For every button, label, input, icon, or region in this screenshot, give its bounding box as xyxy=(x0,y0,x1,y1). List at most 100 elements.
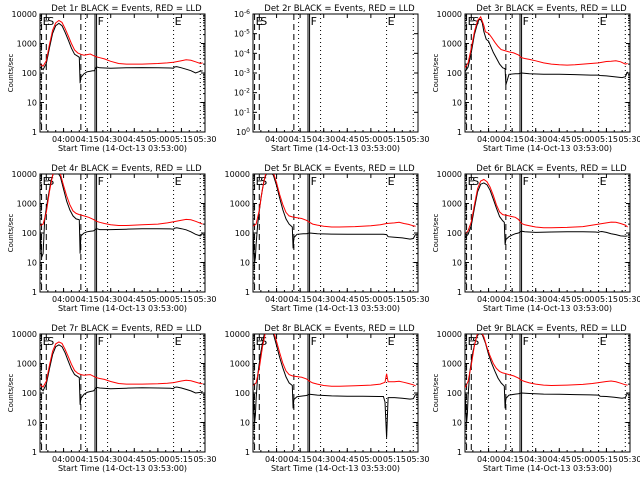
x-tick-label: 04:15 xyxy=(501,135,524,144)
x-tick-label: 04:45 xyxy=(336,455,359,464)
x-tick-label: 05:00 xyxy=(359,135,382,144)
marker-label: S xyxy=(472,175,479,188)
lld-line xyxy=(465,334,628,389)
marker-label: E xyxy=(256,15,263,28)
x-tick-label: 05:30 xyxy=(406,455,429,464)
marker-label: E xyxy=(600,335,607,348)
x-tick-label: 04:15 xyxy=(289,455,312,464)
x-axis-label: Start Time (14-Oct-13 03:53:00) xyxy=(271,304,400,313)
marker-label: E xyxy=(468,335,475,348)
y-tick-label: 1000 xyxy=(17,40,37,49)
y-axis-label: Counts/sec xyxy=(7,374,15,413)
lld-line xyxy=(40,174,203,226)
y-axis-label: Counts/sec xyxy=(432,54,440,93)
y-tick-label: 1000 xyxy=(17,200,37,209)
marker-label: S xyxy=(472,15,479,28)
y-tick-label: 1 xyxy=(32,288,37,297)
marker-label: F xyxy=(523,335,529,348)
x-axis-label: Start Time (14-Oct-13 03:53:00) xyxy=(58,464,187,473)
marker-label: E xyxy=(600,175,607,188)
x-tick-label: 05:15 xyxy=(170,135,193,144)
y-tick-label: 10 xyxy=(27,99,37,108)
x-tick-label: 04:00 xyxy=(52,135,75,144)
x-tick-label: 05:15 xyxy=(170,295,193,304)
y-tick-label: 100 xyxy=(235,389,250,398)
marker-label: E xyxy=(175,15,182,28)
y-tick-label: 10 xyxy=(240,259,250,268)
lld-line xyxy=(40,19,203,67)
y-tick-label: 10-3 xyxy=(234,68,250,78)
y-tick-label: 10 xyxy=(452,419,462,428)
y-tick-label: 1 xyxy=(457,288,462,297)
x-tick-label: 04:45 xyxy=(123,455,146,464)
x-tick-label: 04:00 xyxy=(477,135,500,144)
x-tick-label: 04:30 xyxy=(99,455,122,464)
x-tick-label: 04:30 xyxy=(312,135,335,144)
panel-title: Det 8r BLACK = Events, RED = LLD xyxy=(264,324,415,334)
lld-line xyxy=(253,334,416,387)
x-tick-label: 04:00 xyxy=(265,295,288,304)
panel-title: Det 9r BLACK = Events, RED = LLD xyxy=(476,324,627,334)
y-tick-label: 10-4 xyxy=(234,48,250,58)
lld-line xyxy=(465,15,628,69)
x-tick-label: 05:30 xyxy=(406,295,429,304)
marker-label: E xyxy=(256,175,263,188)
marker-label: F xyxy=(523,175,529,188)
panel-title: Det 2r BLACK = Events, RED = LLD xyxy=(264,4,415,14)
x-tick-label: 04:15 xyxy=(501,455,524,464)
x-tick-label: 04:15 xyxy=(501,295,524,304)
panel-title: Det 5r BLACK = Events, RED = LLD xyxy=(264,164,415,174)
y-tick-label: 1 xyxy=(32,128,37,137)
y-axis-label: Counts/sec xyxy=(7,54,15,93)
y-tick-label: 100 xyxy=(447,389,462,398)
marker-label: F xyxy=(311,15,317,28)
y-tick-label: 10000 xyxy=(225,170,250,179)
events-line xyxy=(465,182,628,245)
x-axis-label: Start Time (14-Oct-13 03:53:00) xyxy=(271,144,400,153)
x-tick-label: 04:00 xyxy=(265,455,288,464)
marker-label: E xyxy=(388,15,395,28)
x-tick-label: 04:45 xyxy=(548,135,571,144)
x-axis-label: Start Time (14-Oct-13 03:53:00) xyxy=(58,304,187,313)
marker-label: F xyxy=(311,335,317,348)
x-tick-label: 05:30 xyxy=(193,135,216,144)
x-axis-label: Start Time (14-Oct-13 03:53:00) xyxy=(483,304,612,313)
x-tick-label: 05:15 xyxy=(595,135,618,144)
marker-label: E xyxy=(468,15,475,28)
x-tick-label: 04:15 xyxy=(76,135,99,144)
panel-title: Det 4r BLACK = Events, RED = LLD xyxy=(51,164,202,174)
x-tick-label: 04:30 xyxy=(524,455,547,464)
panel-title: Det 1r BLACK = Events, RED = LLD xyxy=(51,4,202,14)
x-tick-label: 05:15 xyxy=(383,455,406,464)
y-tick-label: 10-6 xyxy=(234,9,250,19)
x-tick-label: 05:15 xyxy=(595,455,618,464)
y-tick-label: 1 xyxy=(245,448,250,457)
y-tick-label: 1000 xyxy=(230,200,250,209)
x-tick-label: 04:30 xyxy=(524,295,547,304)
series-group xyxy=(253,174,417,263)
x-axis-label: Start Time (14-Oct-13 03:53:00) xyxy=(58,144,187,153)
series-group xyxy=(40,341,203,405)
series-group xyxy=(465,334,629,423)
x-tick-label: 05:00 xyxy=(359,295,382,304)
series-group xyxy=(253,334,417,438)
x-tick-label: 04:45 xyxy=(123,295,146,304)
y-tick-label: 10000 xyxy=(12,10,37,19)
lld-line xyxy=(40,341,203,388)
marker-label: F xyxy=(98,335,104,348)
y-tick-label: 10-2 xyxy=(234,88,250,98)
x-tick-label: 05:00 xyxy=(359,455,382,464)
y-tick-label: 100 xyxy=(22,69,37,78)
marker-label: E xyxy=(43,15,50,28)
x-tick-label: 05:00 xyxy=(571,455,594,464)
x-tick-label: 04:30 xyxy=(524,135,547,144)
y-tick-label: 1 xyxy=(457,128,462,137)
x-tick-label: 05:00 xyxy=(146,455,169,464)
marker-label: F xyxy=(311,175,317,188)
